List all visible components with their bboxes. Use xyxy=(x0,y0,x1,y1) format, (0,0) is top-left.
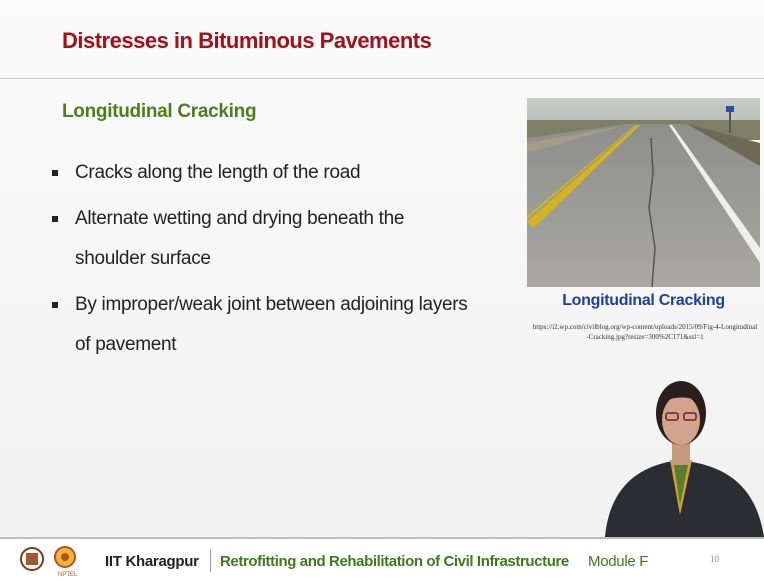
course-title: Retrofitting and Rehabilitation of Civil… xyxy=(220,553,569,570)
bullet: Alternate wetting and drying beneath the… xyxy=(52,199,472,279)
presenter-video xyxy=(605,381,764,537)
figure-source: https://i2.wp.com/civilblog.org/wp-conte… xyxy=(532,323,758,341)
header-rule xyxy=(0,78,764,79)
slide: Distresses in Bituminous Pavements Longi… xyxy=(0,0,764,537)
bullet-list: Cracks along the length of the road Alter… xyxy=(52,153,472,371)
page-number: 10 xyxy=(710,554,719,564)
figure-caption: Longitudinal Cracking xyxy=(562,292,725,309)
section-heading: Longitudinal Cracking xyxy=(62,101,257,122)
bullet: By improper/weak joint between adjoining… xyxy=(52,285,472,365)
institute: IIT Kharagpur xyxy=(105,553,199,570)
footer-separator xyxy=(210,550,211,572)
footer: NPTEL IIT Kharagpur Retrofitting and Reh… xyxy=(0,539,764,581)
footer-rule xyxy=(0,537,764,539)
bullet: Cracks along the length of the road xyxy=(52,153,472,193)
svg-text:NPTEL: NPTEL xyxy=(58,572,78,578)
road-photo xyxy=(527,98,760,287)
slide-title: Distresses in Bituminous Pavements xyxy=(62,28,432,53)
module: Module F xyxy=(588,553,649,570)
logos: NPTEL xyxy=(20,546,78,578)
